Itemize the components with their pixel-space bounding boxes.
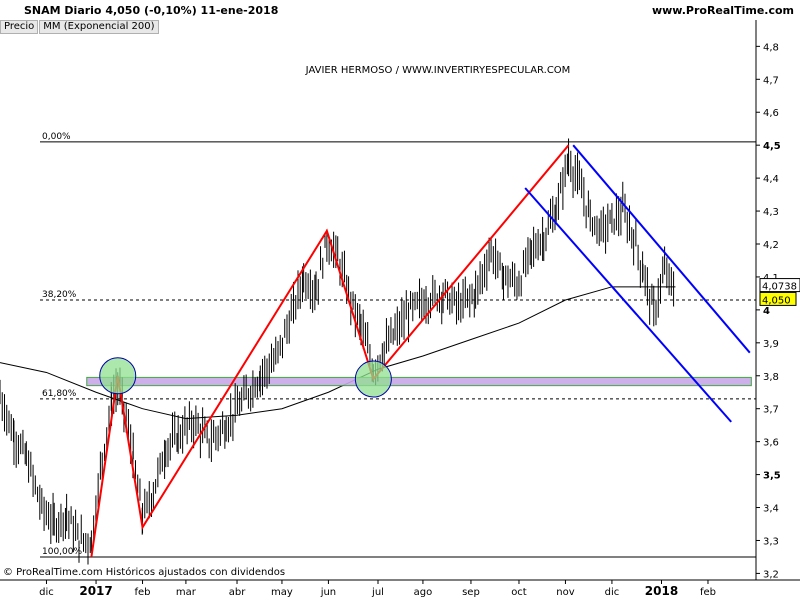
support-band-layer (86, 376, 752, 387)
y-tick-label: 3,3 (763, 536, 779, 547)
y-tick-label: 4,6 (763, 108, 779, 119)
fibo-label: 38,20% (42, 290, 77, 300)
x-tick-label: dic (39, 587, 54, 598)
price-value-label: 4,050 (762, 295, 791, 306)
fibo-label: 0,00% (42, 132, 71, 142)
candles-layer (0, 138, 675, 565)
x-tick-label: jun (320, 587, 336, 598)
zigzag-layer (90, 144, 570, 558)
channel-layer (524, 144, 751, 423)
ma-value-label: 4,0738 (762, 282, 797, 293)
x-tick-label: jul (371, 587, 384, 598)
y-tick-label: 4,5 (763, 141, 781, 152)
chart-header: SNAM Diario 4,050 (-0,10%) 11-ene-2018 w… (0, 0, 800, 20)
watermark-text: JAVIER HERMOSO / WWW.INVERTIRYESPECULAR.… (305, 65, 571, 76)
x-tick-label: sep (462, 587, 480, 598)
x-tick-label: feb (135, 587, 151, 598)
legend-price[interactable]: Precio (0, 20, 39, 34)
fibonacci-levels-layer: 0,00% 38,20% 61,80% 100,00% (40, 132, 756, 558)
y-tick-label: 3,7 (763, 405, 779, 416)
support-band (86, 376, 752, 387)
y-tick-label: 3,4 (763, 504, 779, 515)
x-tick-label: mar (176, 587, 197, 598)
y-tick-label: 3,6 (763, 438, 779, 449)
fibo-label: 100,00% (42, 547, 82, 557)
y-tick-label: 4 (763, 306, 770, 317)
y-tick-label: 4,7 (763, 75, 779, 86)
site-link[interactable]: www.ProRealTime.com (651, 4, 794, 17)
y-tick-label: 3,8 (763, 372, 779, 383)
y-tick-label: 3,2 (763, 569, 779, 580)
zigzag-line (90, 144, 570, 558)
legend-ma[interactable]: MM (Exponencial 200) (39, 20, 159, 34)
channel-upper-line (572, 144, 751, 354)
ma-value-box (759, 278, 800, 293)
x-tick-label: 2018 (645, 584, 678, 598)
symbol-info: SNAM Diario 4,050 (-0,10%) 11-ene-2018 (24, 4, 279, 17)
fibo-label: 61,80% (42, 389, 77, 399)
channel-lower-line (524, 187, 732, 423)
highlight-circle (354, 360, 392, 398)
x-tick-label: feb (700, 587, 716, 598)
x-tick-label: 2017 (79, 584, 112, 598)
y-tick-label: 4,4 (763, 174, 779, 185)
x-tick-label: oct (511, 587, 527, 598)
y-tick-label: 4,8 (763, 42, 779, 53)
axes-layer: 4,84,74,64,54,44,34,24,143,93,83,73,63,5… (0, 20, 800, 598)
circles-layer (99, 357, 392, 398)
x-tick-label: may (271, 587, 293, 598)
y-tick-label: 4,3 (763, 207, 779, 218)
legend: Precio MM (Exponencial 200) (0, 20, 160, 34)
x-tick-label: ago (414, 587, 433, 598)
footer-credit: © ProRealTime.com Históricos ajustados c… (3, 567, 286, 578)
y-tick-label: 3,9 (763, 339, 779, 350)
y-tick-label: 3,5 (763, 471, 781, 482)
x-tick-label: abr (229, 587, 246, 598)
highlight-circle (99, 357, 137, 395)
price-value-box (759, 291, 797, 306)
x-tick-label: dic (605, 587, 620, 598)
y-tick-label: 4,2 (763, 240, 779, 251)
x-tick-label: nov (556, 587, 574, 598)
